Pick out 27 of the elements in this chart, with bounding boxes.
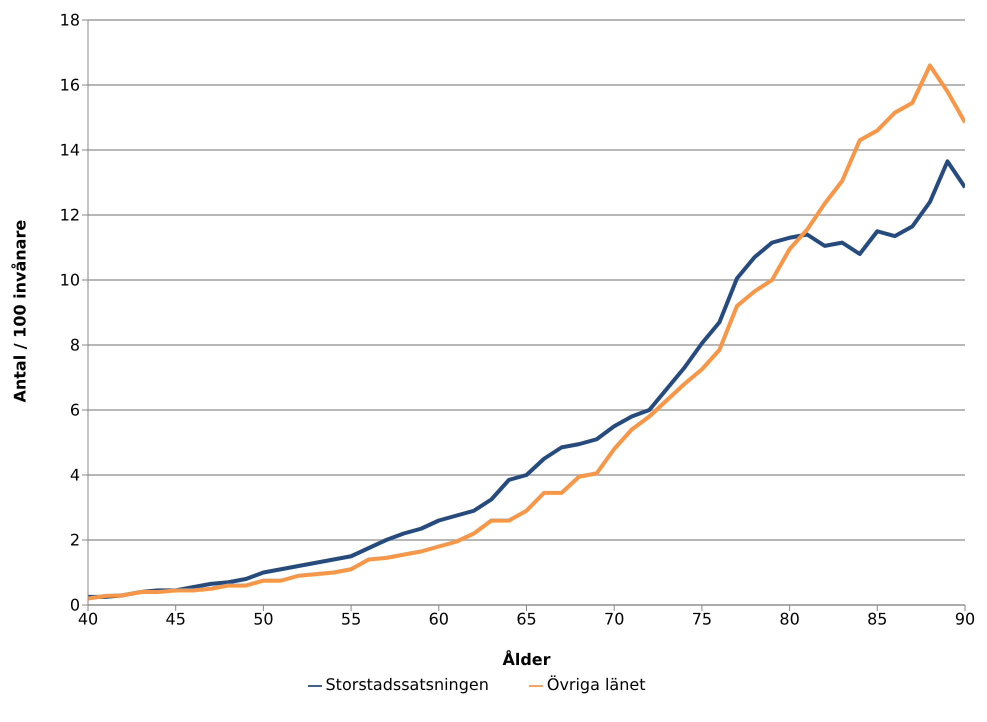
x-axis-title: Ålder	[502, 650, 551, 669]
x-tick-label: 55	[340, 609, 362, 628]
legend-label: Storstadssatsningen	[326, 675, 489, 694]
x-tick-label: 40	[78, 609, 98, 628]
y-tick-label: 8	[70, 336, 80, 355]
legend-label: Övriga länet	[546, 675, 646, 694]
x-tick-label: 85	[867, 609, 888, 628]
x-tick-label: 80	[779, 609, 800, 628]
y-tick-label: 16	[60, 76, 80, 95]
y-tick-label: 0	[70, 596, 80, 615]
y-tick-label: 2	[70, 530, 80, 550]
y-tick-label: 10	[60, 270, 80, 290]
line-series	[88, 64, 965, 600]
x-tick-label: 50	[253, 609, 274, 628]
x-tick-label: 70	[604, 609, 624, 628]
y-tick-label: 14	[60, 140, 80, 160]
x-tick-label: 60	[428, 609, 449, 628]
y-tick-label: 6	[70, 400, 80, 420]
x-tick-label: 65	[516, 609, 537, 628]
line-series	[88, 159, 965, 599]
x-tick-label: 75	[692, 609, 712, 628]
x-tick-label: 90	[954, 609, 976, 628]
x-tick-label: 45	[166, 609, 186, 628]
y-tick-label: 18	[60, 10, 80, 30]
y-tick-label: 4	[70, 466, 80, 485]
y-tick-label: 12	[60, 206, 80, 225]
y-axis-title: Antal / 100 invånare	[10, 220, 30, 402]
